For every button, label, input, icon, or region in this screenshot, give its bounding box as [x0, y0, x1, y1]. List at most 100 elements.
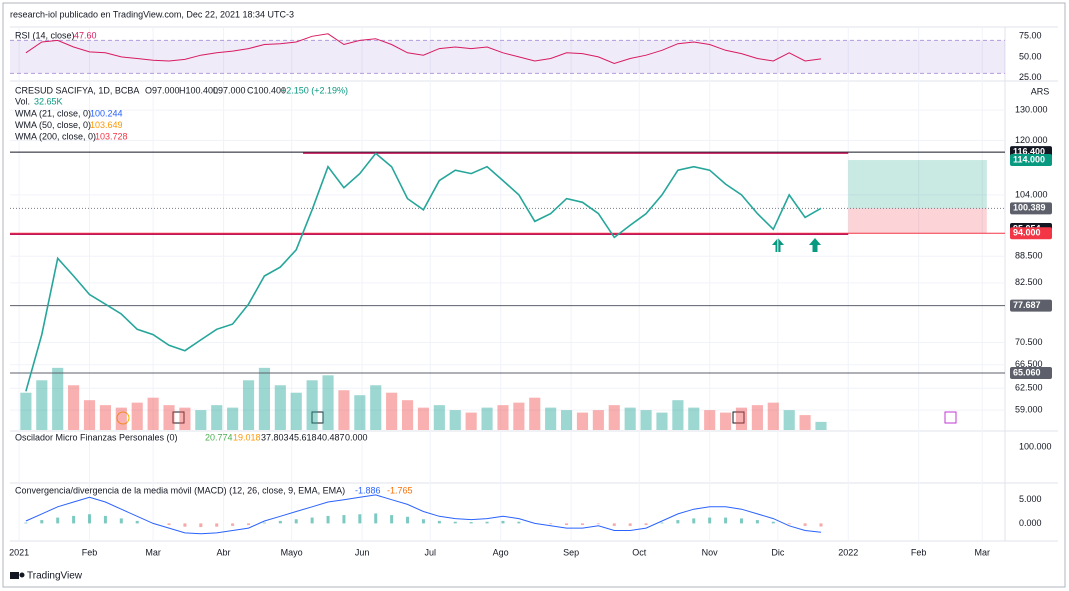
volume-bar — [704, 410, 716, 430]
volume-bar — [640, 410, 652, 430]
volume-value: 32.65K — [34, 96, 63, 106]
event-markers — [116, 411, 957, 425]
volume-bar — [147, 397, 159, 430]
volume-bar — [401, 400, 414, 430]
ohlc-value: +2.150 (+2.19%) — [281, 85, 348, 95]
y-tick-label: 88.500 — [1015, 251, 1043, 261]
legend-name: WMA (50, close, 0) — [15, 120, 91, 130]
legend-name: WMA (21, close, 0) — [15, 108, 91, 118]
osc-value: 19.018 — [233, 432, 261, 442]
volume-bar — [560, 410, 573, 430]
price-label: 114.000 — [1013, 154, 1045, 164]
y-tick-label: 82.500 — [1015, 277, 1043, 287]
macd-line — [25, 494, 822, 535]
macd-hist — [580, 523, 584, 526]
y-tick-label: 59.000 — [1015, 405, 1043, 415]
osc-value: 20.774 — [205, 432, 233, 442]
macd-hist — [262, 522, 266, 524]
macd-hist — [358, 514, 362, 524]
macd-hist — [278, 520, 282, 524]
macd-hist — [231, 523, 235, 526]
x-tick-label: Mar — [975, 547, 991, 557]
y-tick-label: 0.000 — [1019, 518, 1042, 528]
volume-bar — [449, 410, 461, 430]
y-tick-label: 70.500 — [1015, 337, 1043, 347]
macd-hist — [40, 520, 44, 524]
rsi-band — [10, 40, 1005, 74]
volume-bar — [513, 402, 525, 430]
macd-hist — [549, 523, 553, 525]
volume-bar — [545, 407, 557, 430]
x-tick-label: Abr — [217, 547, 231, 557]
volume-bar — [751, 405, 763, 430]
y-tick-label: 66.500 — [1015, 359, 1043, 369]
price-label-bg — [1010, 227, 1052, 240]
x-tick-label: Feb — [911, 547, 927, 557]
macd-hist — [787, 523, 791, 525]
price-label-bg — [1010, 154, 1052, 167]
macd-hist — [421, 519, 425, 524]
price-label-bg — [1010, 202, 1052, 215]
y-tick-label: 75.00 — [1019, 31, 1042, 41]
price-label-bg — [1010, 299, 1052, 312]
profit-zone — [848, 160, 987, 209]
macd-name: Convergencia/divergencia de la media móv… — [15, 485, 345, 495]
x-tick-label: 2021 — [9, 547, 29, 557]
volume-bar — [274, 385, 286, 430]
volume-bar — [624, 407, 636, 430]
volume-bar — [354, 395, 366, 430]
macd-hist — [294, 519, 298, 524]
volume-bar — [417, 407, 430, 430]
osc-value: 45.618 — [289, 432, 317, 442]
volume-bar — [815, 421, 827, 430]
volume-bar — [99, 405, 111, 430]
legend-value: 103.728 — [95, 131, 128, 141]
legend-value: 103.649 — [90, 120, 123, 130]
macd-hist — [644, 523, 648, 526]
currency: ARS — [1031, 86, 1050, 96]
volume-bar — [36, 380, 48, 430]
osc-value: 40.487 — [317, 432, 345, 442]
volume-bar — [306, 380, 318, 430]
x-tick-label: Feb — [82, 547, 98, 557]
volume-bar — [68, 385, 80, 430]
price-label: 116.400 — [1013, 146, 1045, 156]
macd-hist — [88, 514, 92, 524]
rsi-name: RSI (14, close) — [15, 30, 75, 40]
price-label: 77.687 — [1013, 300, 1041, 310]
volume-bar — [195, 410, 207, 430]
volume-bar — [529, 397, 541, 430]
volume-bar — [258, 367, 270, 430]
macd-hist — [819, 523, 823, 527]
osc-name: Oscilador Micro Finanzas Personales (0) — [15, 432, 178, 442]
macd-value: -1.765 — [387, 485, 413, 495]
macd-hist — [676, 520, 680, 524]
price-line — [25, 152, 822, 392]
osc-value: 0.000 — [345, 432, 368, 442]
macd-hist — [56, 517, 60, 524]
macd-hist — [739, 518, 743, 524]
macd-hist — [755, 520, 759, 524]
x-tick-label: Mayo — [281, 547, 303, 557]
volume-bar — [688, 407, 700, 430]
x-tick-label: Mar — [145, 547, 161, 557]
y-tick-label: 5.000 — [1019, 494, 1042, 504]
macd-hist — [628, 523, 632, 526]
macd-hist — [406, 516, 410, 524]
macd-hist — [183, 523, 187, 527]
volume-bar — [338, 390, 350, 430]
volume-bar — [322, 375, 334, 430]
ohlc-value: O97.000 — [145, 85, 180, 95]
macd-hist — [501, 520, 505, 524]
macd-hist — [247, 523, 251, 526]
x-tick-label: Ago — [493, 547, 509, 557]
y-tick-label: 50.00 — [1019, 51, 1042, 61]
macd-hist — [24, 522, 28, 524]
macd-hist — [390, 515, 394, 524]
macd-hist — [103, 515, 107, 524]
volume-bar — [242, 380, 255, 430]
ohlc-value: L97.000 — [213, 85, 246, 95]
macd-hist — [612, 523, 616, 526]
